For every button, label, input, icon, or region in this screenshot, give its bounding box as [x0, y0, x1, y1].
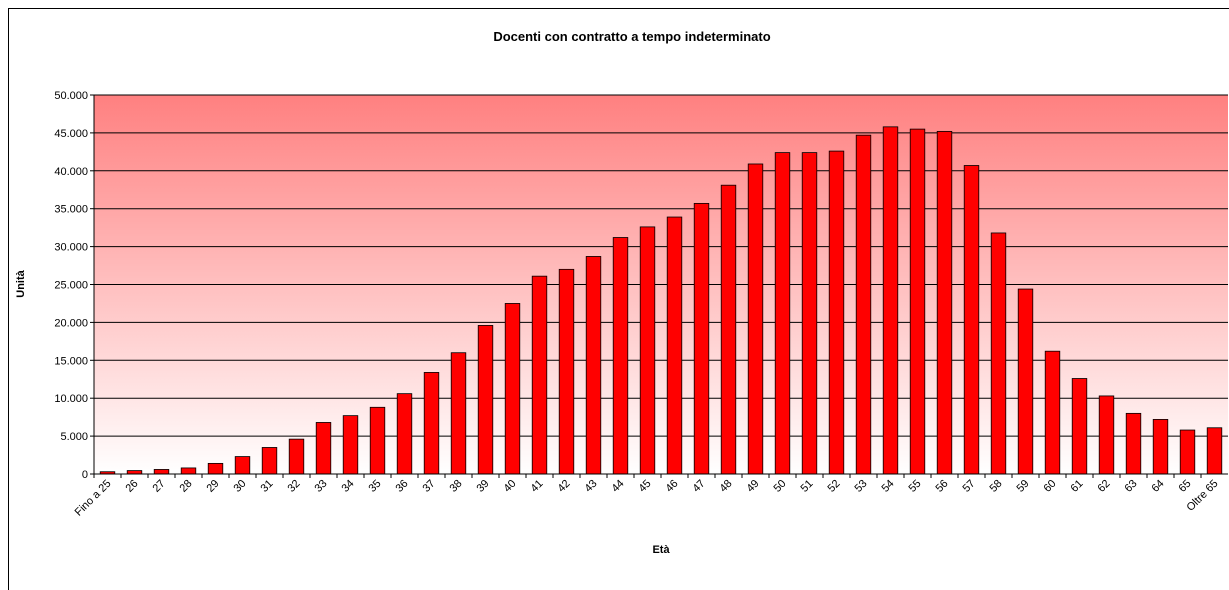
bar [504, 303, 521, 475]
bar [963, 165, 980, 475]
bar [288, 438, 305, 475]
y-tick-label: 25.000 [54, 280, 88, 292]
bar [882, 126, 899, 475]
y-tick-label: 5.000 [60, 431, 88, 443]
y-tick-label: 30.000 [54, 242, 88, 254]
y-tick-label: 0 [82, 469, 88, 481]
y-tick-label: 50.000 [54, 90, 88, 102]
bar [1125, 412, 1142, 475]
bar [909, 128, 926, 475]
bar [423, 372, 440, 475]
bar [207, 462, 224, 475]
y-tick-label: 10.000 [54, 393, 88, 405]
bar [234, 456, 251, 475]
bar [342, 415, 359, 475]
chart-title: Docenti con contratto a tempo indetermin… [493, 29, 770, 44]
bar [1071, 378, 1088, 475]
y-tick-label: 35.000 [54, 204, 88, 216]
bar [585, 256, 602, 475]
bar [558, 268, 575, 475]
bar [720, 184, 737, 475]
bar [666, 216, 683, 475]
bar [1152, 419, 1169, 475]
bar [1206, 427, 1223, 475]
bar [477, 325, 494, 475]
bar [612, 237, 629, 475]
bar [639, 226, 656, 475]
y-tick-label: 40.000 [54, 166, 88, 178]
bar [747, 163, 764, 475]
bar [153, 469, 170, 475]
y-tick-label: 20.000 [54, 317, 88, 329]
x-axis-label: Età [652, 544, 670, 556]
bar [801, 152, 818, 475]
bar [936, 130, 953, 475]
bar [180, 467, 197, 475]
bar [396, 393, 413, 475]
bar [315, 422, 332, 475]
bar [1179, 429, 1196, 475]
bar [855, 134, 872, 475]
bar [369, 406, 386, 475]
bar [1098, 395, 1115, 475]
bar [261, 447, 278, 475]
bar [1044, 350, 1061, 475]
y-tick-label: 45.000 [54, 128, 88, 140]
bar [1017, 288, 1034, 475]
bar [828, 150, 845, 475]
bar [990, 232, 1007, 475]
bar [450, 352, 467, 475]
bar [531, 275, 548, 475]
bar [126, 470, 143, 475]
y-axis-label: Unità [15, 269, 27, 297]
bar [693, 202, 710, 475]
y-tick-label: 15.000 [54, 355, 88, 367]
bar [774, 152, 791, 475]
